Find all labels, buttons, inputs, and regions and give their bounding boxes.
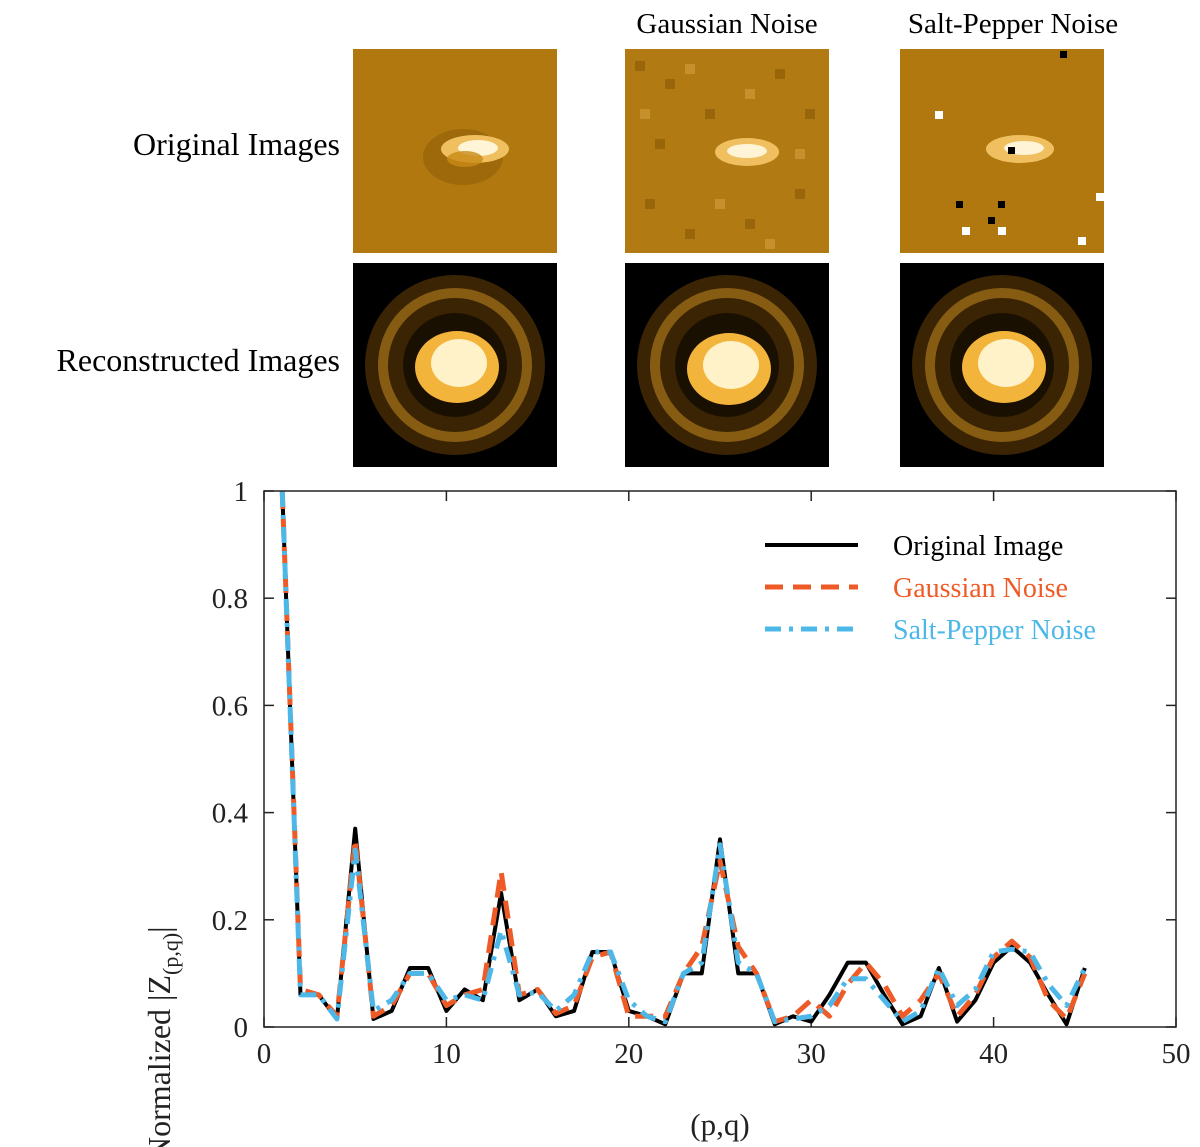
- image-reconstructed-salt-pepper: [900, 263, 1104, 467]
- series-line-gaussian-noise: [279, 490, 1088, 1025]
- y-tick-label: 1: [234, 476, 249, 508]
- y-axis-label-end: |: [141, 926, 177, 932]
- column-title-salt-pepper: Salt-Pepper Noise: [907, 8, 1119, 40]
- y-tick-label: 0.2: [212, 905, 248, 937]
- image-reconstructed-gaussian: [625, 263, 829, 467]
- x-tick-label: 10: [432, 1038, 461, 1070]
- image-salt-pepper-noise: [900, 49, 1104, 253]
- legend-label: Salt-Pepper Noise: [893, 615, 1096, 646]
- x-tick-label: 20: [614, 1038, 643, 1070]
- x-tick-label: 0: [257, 1038, 272, 1070]
- image-reconstructed-original: [353, 263, 557, 467]
- y-tick-label: 0.6: [212, 690, 248, 722]
- column-title-gaussian: Gaussian Noise: [636, 8, 818, 40]
- zernike-moment-line-chart: 0 10 20 30 40 50 0 0.2 0.4 0.6 0.8 1 (p,q) Normaliz…: [141, 476, 1191, 1147]
- row-label-original-images: Original Images: [132, 126, 340, 162]
- x-tick-label: 40: [979, 1038, 1008, 1070]
- image-original: [353, 49, 557, 253]
- plot-area-frame: [263, 490, 1177, 1028]
- legend-label: Gaussian Noise: [893, 573, 1068, 604]
- y-axis-label-main: Normalized |Z: [141, 975, 177, 1147]
- y-tick-label: 0.8: [212, 583, 248, 615]
- y-axis-label-subscript: (p,q): [158, 933, 183, 975]
- row-label-reconstructed-images: Reconstructed Images: [56, 342, 340, 378]
- legend-label: Original Image: [893, 531, 1063, 562]
- series-line-salt-pepper-noise: [279, 490, 1088, 1025]
- y-tick-label: 0: [234, 1012, 249, 1044]
- legend: Original Image Gaussian Noise Salt-Pepper …: [765, 531, 1096, 646]
- x-tick-label: 50: [1162, 1038, 1191, 1070]
- y-tick-label: 0.4: [212, 798, 249, 830]
- svg-text:Normalized |Z(p,q)|: Normalized |Z(p,q)|: [141, 926, 183, 1147]
- x-tick-label: 30: [797, 1038, 826, 1070]
- y-axis-label: Normalized |Z(p,q)|: [141, 926, 183, 1147]
- image-gaussian-noise: [625, 49, 829, 253]
- series-line-original-image: [280, 490, 1087, 1027]
- x-axis-label: (p,q): [690, 1107, 749, 1142]
